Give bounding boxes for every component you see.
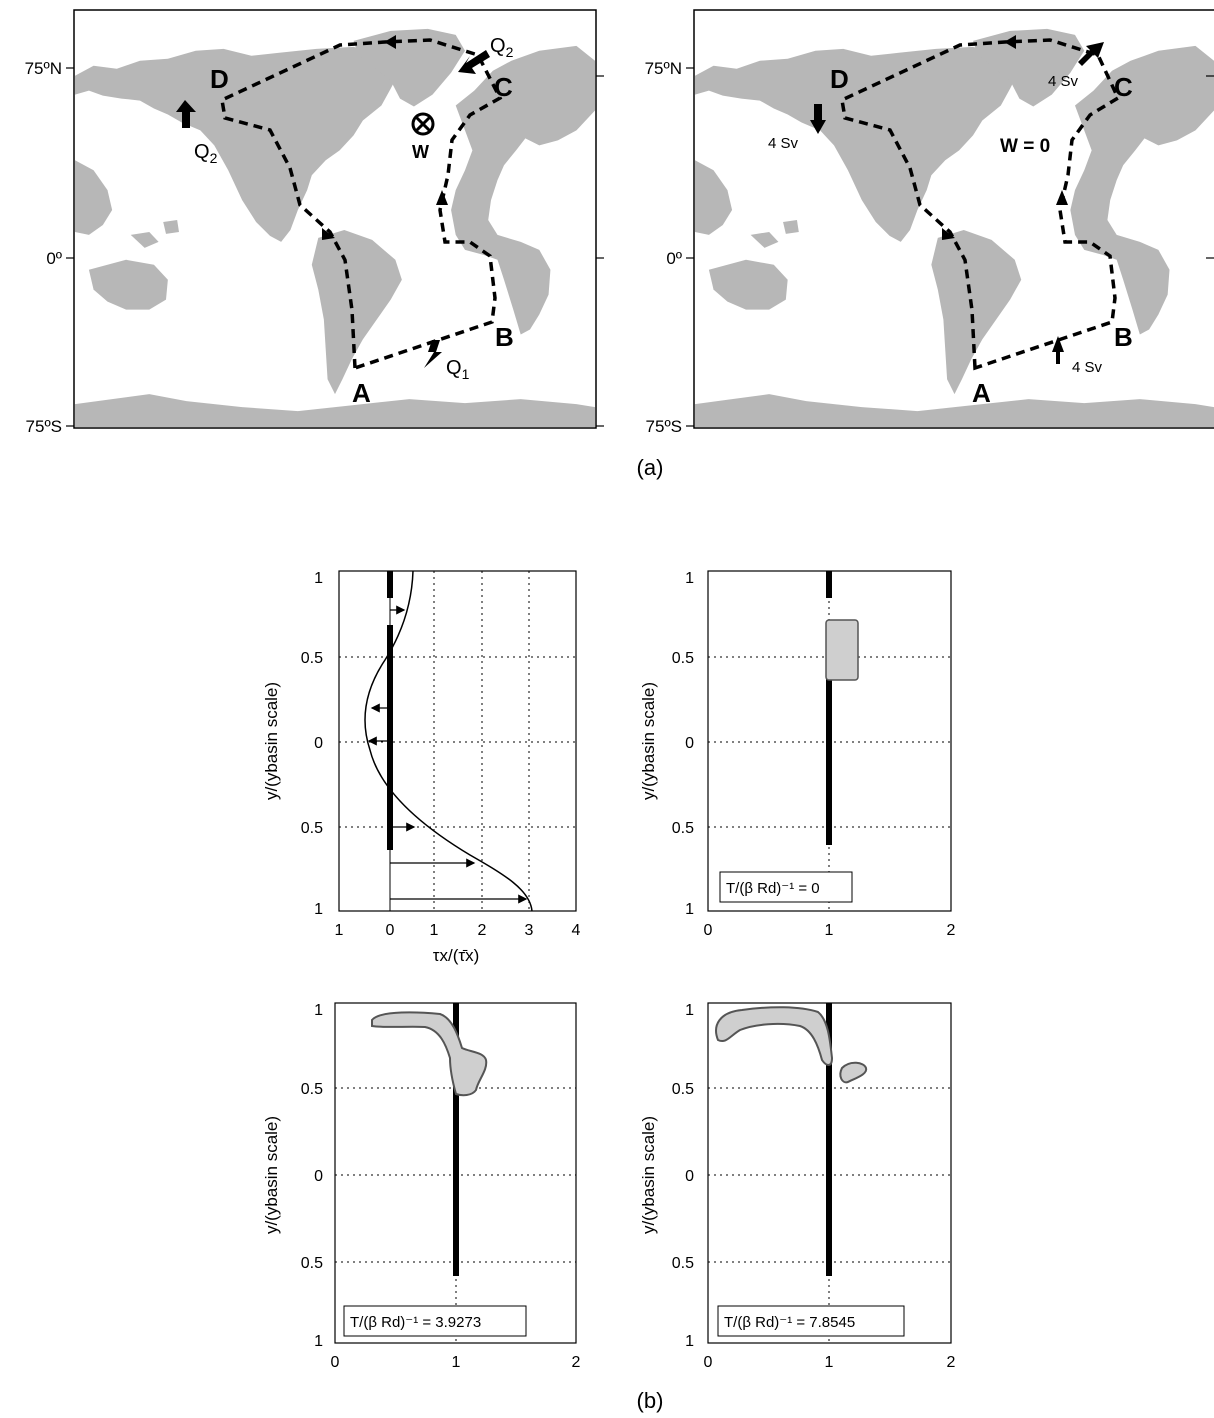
w-zero-label: W = 0 [1000,136,1050,157]
left-map-contour [220,38,503,371]
ytick: 0.5 [672,820,694,837]
particle-patch [825,619,859,681]
xtick: 1 [825,922,834,939]
ytick: 0 [314,735,323,752]
right-map [686,9,1214,429]
q1-arrow [424,340,442,368]
xtick: 1 [335,922,344,939]
particle-cloud-t1 [371,1011,488,1097]
ytick: 0 [314,1168,323,1185]
ylabel-bottom-left: y/(ybasin scale) [262,1116,281,1234]
west-flux-arrow [810,104,826,134]
south-flux-arrow [1052,336,1064,364]
ytick: 0 [685,735,694,752]
xtick: 2 [947,1354,956,1371]
lat-label-75n-right: 75ºN [645,59,682,78]
point-b-right: B [1114,322,1133,352]
lat-label-eq-left: 0º [46,249,62,268]
flux-west-label: 4 Sv [768,135,799,152]
ytick: 0 [685,1168,694,1185]
lat-label-75n-left: 75ºN [25,59,62,78]
ytick: 1 [314,1333,323,1350]
wind-stress-plot [338,570,577,912]
q1-label: Q1 [446,357,470,382]
ylabel-top-right: y/(ybasin scale) [639,682,658,800]
ytick: 0.5 [301,1255,323,1272]
point-c-right: C [1114,72,1133,102]
lat-label-eq-right: 0º [666,249,682,268]
ytick: 0.5 [672,650,694,667]
xtick: 3 [525,922,534,939]
xtick: 0 [704,922,713,939]
ytick: 0.5 [301,820,323,837]
point-d-left: D [210,64,229,94]
q2-left-arrow [176,100,196,128]
snapshot-label-t0: T/(β Rd)⁻¹ = 0 [726,880,820,897]
xtick: 0 [704,1354,713,1371]
ytick: 1 [685,1002,694,1019]
flux-south-label: 4 Sv [1072,359,1103,376]
ytick: 1 [685,901,694,918]
north-flux-arrow [1078,42,1104,66]
point-d-right: D [830,64,849,94]
ytick: 1 [685,1333,694,1350]
xtick: 1 [452,1354,461,1371]
xtick: 0 [386,922,395,939]
snapshot-plot-t0 [707,570,952,912]
xtick: 2 [947,922,956,939]
caption-b: (b) [637,1388,664,1413]
wind-curve [364,570,533,912]
lat-label-75s-left: 75ºS [26,417,62,436]
ylabel-bottom-right: y/(ybasin scale) [639,1116,658,1234]
ytick: 0.5 [672,1255,694,1272]
q2-top-arrow [458,50,490,74]
point-a-left: A [352,378,371,408]
xtick: 2 [478,922,487,939]
ytick: 0.5 [301,650,323,667]
w-label: W [412,142,429,162]
xtick: 0 [331,1354,340,1371]
ytick: 1 [314,901,323,918]
xtick: 4 [572,922,581,939]
panel-b-figure: 1 0.5 0 0.5 1 1 0.5 0 0.5 1 1 0.5 0 0.5 … [262,570,956,1413]
panel-a-figure: 75ºN 0º 75ºS 75ºN 0º 75ºS A B C D A B C … [25,9,1214,480]
left-map [66,9,604,429]
point-a-right: A [972,378,991,408]
wind-xlabel: τx/(τ̄x) [433,946,479,965]
right-map-contour [840,38,1121,371]
q2-top-label: Q2 [490,35,514,60]
particle-cloud-t2-b [839,1061,868,1084]
ylabel-top-left: y/(ybasin scale) [262,682,281,800]
snapshot-plot-t1 [334,1002,577,1344]
ytick: 0.5 [672,1081,694,1098]
q2-left-label: Q2 [194,141,218,166]
point-c-left: C [494,72,513,102]
lat-label-75s-right: 75ºS [646,417,682,436]
snapshot-plot-t2 [707,1002,952,1344]
caption-a: (a) [637,455,664,480]
snapshot-label-t2: T/(β Rd)⁻¹ = 7.8545 [724,1314,855,1331]
xtick: 2 [572,1354,581,1371]
ytick: 1 [314,570,323,587]
xtick: 1 [430,922,439,939]
ytick: 1 [314,1002,323,1019]
flux-north-label: 4 Sv [1048,73,1079,90]
particle-cloud-t2 [715,1006,834,1066]
xtick: 1 [825,1354,834,1371]
point-b-left: B [495,322,514,352]
snapshot-label-t1: T/(β Rd)⁻¹ = 3.9273 [350,1314,481,1331]
ytick: 0.5 [301,1081,323,1098]
ytick: 1 [685,570,694,587]
